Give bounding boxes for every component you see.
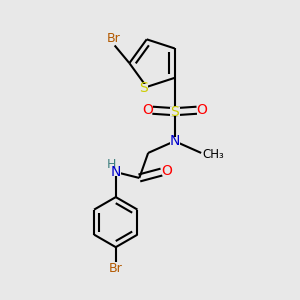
FancyBboxPatch shape	[111, 168, 121, 176]
Text: S: S	[139, 81, 148, 95]
Text: O: O	[161, 164, 172, 178]
Text: H: H	[107, 158, 116, 171]
Text: O: O	[142, 103, 153, 117]
Text: O: O	[196, 103, 208, 117]
FancyBboxPatch shape	[169, 137, 180, 146]
FancyBboxPatch shape	[197, 106, 207, 115]
Text: S: S	[170, 105, 179, 119]
FancyBboxPatch shape	[104, 34, 122, 43]
FancyBboxPatch shape	[138, 84, 148, 93]
FancyBboxPatch shape	[169, 107, 180, 116]
FancyBboxPatch shape	[162, 166, 172, 175]
FancyBboxPatch shape	[142, 106, 152, 115]
Text: CH₃: CH₃	[202, 148, 224, 161]
Text: N: N	[169, 134, 180, 148]
Text: Br: Br	[109, 262, 123, 275]
Text: N: N	[111, 165, 121, 179]
Text: Br: Br	[106, 32, 120, 45]
FancyBboxPatch shape	[107, 264, 124, 273]
